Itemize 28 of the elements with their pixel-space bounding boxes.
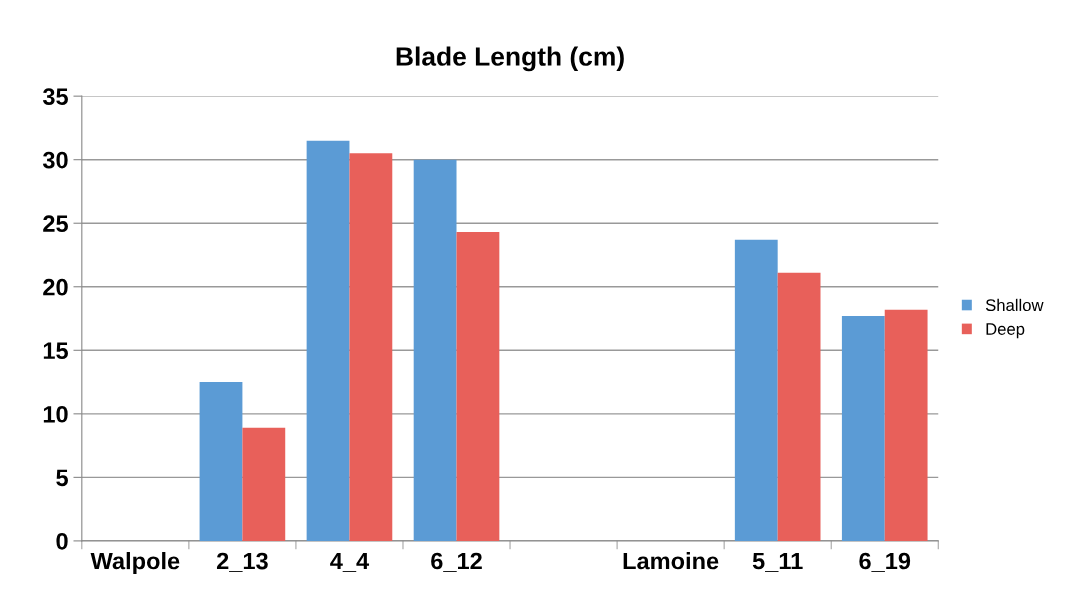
y-tick-label: 35 (42, 88, 68, 105)
bar (777, 272, 821, 541)
bar (456, 232, 500, 541)
bar (734, 239, 778, 541)
x-tick-label: 5_11 (752, 552, 803, 572)
x-tick-label: 6_12 (431, 552, 482, 572)
bar (199, 382, 243, 541)
bar (884, 309, 928, 541)
y-tick-label: 5 (56, 469, 68, 487)
x-tick-label: Lamoine (623, 552, 719, 570)
bar (841, 315, 885, 541)
bar (242, 427, 286, 541)
x-tick-label: 6_19 (859, 552, 911, 572)
x-tick-label: 2_13 (216, 552, 268, 572)
chart-title: Blade Length (cm) (396, 46, 624, 72)
bar (349, 153, 393, 541)
y-tick-label: 10 (43, 405, 68, 423)
y-tick-label: 15 (43, 342, 68, 360)
legend-label: Deep (986, 323, 1025, 339)
y-tick-label: 0 (56, 532, 68, 550)
y-tick-label: 25 (43, 215, 68, 233)
bar (413, 159, 457, 541)
y-tick-label: 30 (42, 151, 68, 169)
x-tick-label: 4_4 (330, 552, 370, 572)
legend-label: Shallow (985, 298, 1044, 312)
bar (306, 140, 350, 541)
y-tick-label: 20 (43, 278, 68, 296)
x-tick-label: Walpole (90, 552, 180, 575)
